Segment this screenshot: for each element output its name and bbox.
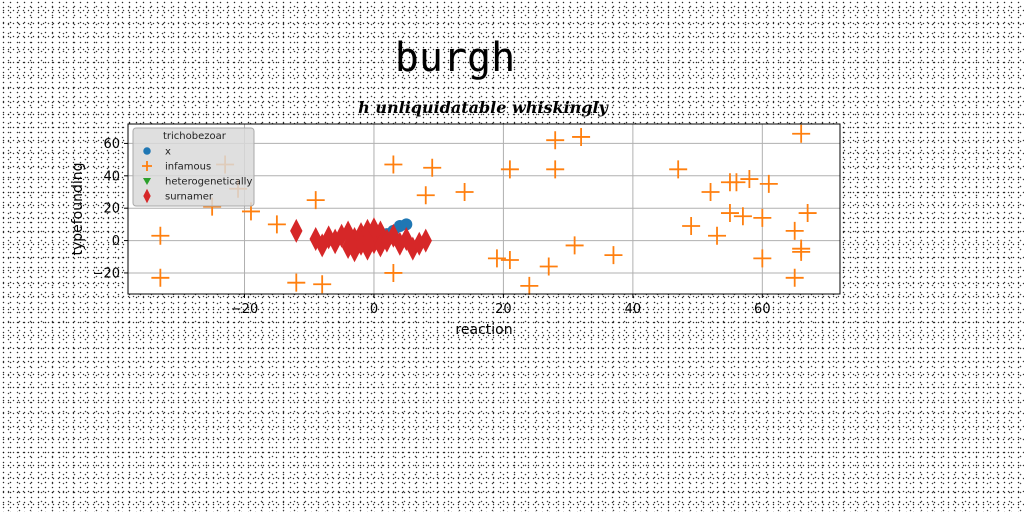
legend-box — [132, 127, 255, 207]
data-point — [727, 173, 746, 192]
legend-label: infamous — [165, 162, 211, 173]
y-tick-label: 0 — [112, 234, 120, 249]
data-point — [785, 221, 804, 240]
legend-item: x — [143, 147, 171, 158]
legend-items: x infamous heterogenetically surnamer — [142, 147, 252, 204]
data-point — [792, 242, 811, 261]
data-point — [500, 160, 519, 179]
x-tick-label: 20 — [495, 302, 512, 317]
data-point — [287, 273, 306, 292]
legend-marker — [143, 188, 151, 204]
data-point — [290, 218, 303, 243]
data-point — [384, 263, 403, 282]
data-point — [423, 158, 442, 177]
axes-title: h unliquidatable whiskingly — [358, 98, 609, 117]
data-point — [572, 127, 591, 146]
data-point — [419, 228, 432, 253]
series-infamous — [151, 124, 817, 295]
data-point — [785, 268, 804, 287]
y-tick-label: 40 — [103, 169, 120, 184]
data-point — [753, 208, 772, 227]
data-marks — [151, 124, 817, 295]
data-point — [720, 204, 739, 223]
data-point — [546, 131, 565, 150]
legend: trichobezoar x infamous heterogenetically s… — [132, 127, 255, 207]
figure-suptitle: burgh — [395, 35, 515, 81]
legend-label: x — [165, 147, 171, 158]
x-axis-ticks: −20 0 20 40 60 — [231, 294, 771, 317]
data-point — [455, 183, 474, 201]
data-point — [546, 160, 565, 179]
x-tick-label: 40 — [625, 302, 642, 317]
data-point — [733, 207, 752, 226]
data-point — [267, 215, 286, 234]
data-point — [361, 228, 374, 253]
data-point — [500, 251, 519, 269]
y-tick-label: −20 — [93, 266, 120, 281]
data-point — [487, 249, 506, 268]
data-point — [604, 246, 623, 265]
data-point — [682, 217, 701, 235]
y-tick-label: 20 — [103, 202, 120, 217]
legend-title: trichobezoar — [163, 131, 227, 142]
data-point — [151, 226, 170, 245]
data-point — [539, 257, 558, 276]
series-surnamer — [290, 217, 432, 263]
x-tick-label: 60 — [754, 302, 771, 317]
data-point — [759, 174, 778, 193]
data-point — [669, 160, 688, 179]
data-point — [565, 236, 584, 255]
legend-item: heterogenetically — [143, 177, 252, 188]
legend-item: infamous — [142, 161, 211, 173]
y-tick-label: 60 — [103, 137, 120, 152]
legend-label: heterogenetically — [165, 177, 252, 188]
data-point — [151, 268, 170, 287]
x-tick-label: 0 — [370, 302, 378, 317]
data-point — [384, 155, 403, 174]
x-tick-label: −20 — [231, 302, 258, 317]
legend-marker — [143, 178, 151, 185]
y-axis-ticks: −20 0 20 40 60 — [93, 137, 128, 281]
legend-item: surnamer — [143, 188, 214, 204]
data-point — [798, 204, 817, 223]
data-point — [792, 124, 811, 143]
data-point — [701, 183, 720, 201]
data-point — [313, 275, 332, 294]
legend-marker — [143, 147, 151, 155]
x-axis-label: reaction — [455, 322, 512, 338]
data-point — [520, 276, 539, 295]
data-point — [708, 226, 727, 245]
data-point — [740, 170, 759, 189]
data-point — [400, 218, 413, 231]
y-axis-label: typefounding — [70, 162, 86, 255]
plot-frame — [127, 123, 841, 295]
data-point — [306, 191, 325, 210]
legend-label: surnamer — [165, 192, 214, 203]
data-point — [328, 228, 342, 253]
data-point — [341, 220, 355, 245]
legend-marker — [142, 161, 152, 171]
data-point — [416, 186, 435, 205]
data-point — [753, 249, 772, 268]
